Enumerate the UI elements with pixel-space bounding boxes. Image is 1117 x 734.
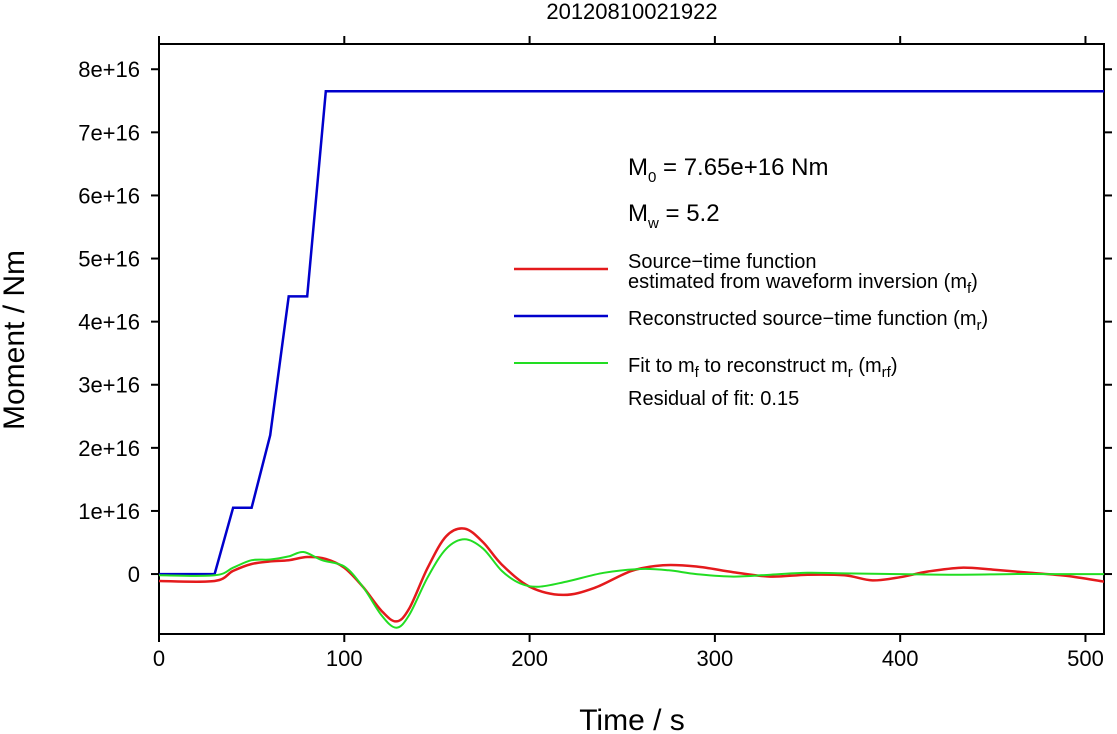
x-tick-label-0: 0 (153, 646, 165, 671)
m0-annotation: M0 = 7.65e+16 Nm (628, 154, 828, 186)
legend-label-fit: Fit to mf to reconstruct mr (mrf) (628, 355, 898, 381)
plot-frame (158, 43, 1105, 635)
y-tick-label-2: 2e+16 (78, 436, 140, 461)
y-tick-label-0: 0 (128, 562, 140, 587)
series-line-fit (159, 538, 1104, 629)
x-tick-label-400: 400 (882, 646, 919, 671)
y-tick-label-7: 7e+16 (78, 120, 140, 145)
y-tick-label-3: 3e+16 (78, 373, 140, 398)
y-tick-label-6: 6e+16 (78, 183, 140, 208)
y-tick-label-1: 1e+16 (78, 499, 140, 524)
x-tick-label-300: 300 (697, 646, 734, 671)
legend-label-source-line1: Source−time function (628, 251, 816, 273)
y-axis-label: Moment / Nm (0, 250, 31, 430)
x-tick-label-100: 100 (326, 646, 363, 671)
x-tick-label-500: 500 (1067, 646, 1104, 671)
series-line-source (159, 527, 1104, 623)
axis-ticks: 0 100 200 300 400 500 0 1e+16 2e+16 3e+16 4e+16 5e+… (78, 36, 1112, 671)
series-line-reconstructed (159, 90, 1104, 576)
x-tick-label-200: 200 (511, 646, 548, 671)
legend-label-source-line2: estimated from waveform inversion (mf) (628, 271, 978, 297)
series-layer (159, 90, 1104, 629)
y-tick-label-4: 4e+16 (78, 310, 140, 335)
legend-label-reconstructed: Reconstructed source−time function (mr) (628, 308, 988, 334)
y-tick-label-5: 5e+16 (78, 247, 140, 272)
residual-label: Residual of fit: 0.15 (628, 388, 799, 410)
y-tick-label-8: 8e+16 (78, 57, 140, 82)
chart-title: 20120810021922 (546, 0, 717, 24)
mw-annotation: Mw = 5.2 (628, 200, 720, 232)
x-axis-label: Time / s (579, 704, 685, 734)
legend: Source−time function estimated from wave… (514, 251, 988, 410)
